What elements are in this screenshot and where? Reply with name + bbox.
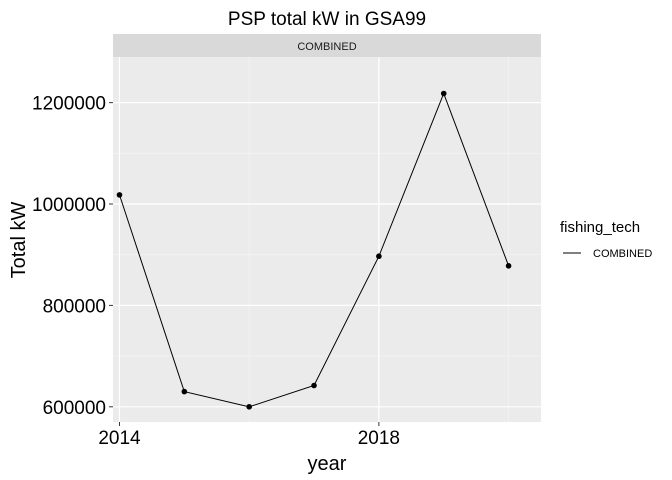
- data-point: [376, 253, 382, 260]
- x-tick-label: 2014: [98, 428, 141, 449]
- y-axis-title: Total kW: [8, 202, 30, 279]
- facet-strip: [113, 34, 541, 57]
- x-axis-title: year: [308, 453, 347, 475]
- data-point: [505, 263, 512, 269]
- data-point: [246, 403, 252, 410]
- series-layer: [116, 90, 512, 410]
- x-tick-label: 2018: [358, 428, 400, 449]
- legend: fishing_tech COMBINED: [560, 219, 652, 264]
- y-tick-label: 800000: [43, 296, 106, 317]
- y-tick-label: 600000: [43, 398, 106, 419]
- data-point: [440, 90, 447, 97]
- legend-label-combined: COMBINED: [593, 248, 652, 260]
- data-point: [311, 382, 317, 389]
- plot-title: PSP total kW in GSA99: [228, 9, 426, 30]
- gridlines: [113, 57, 541, 422]
- y-tick-label: 1000000: [32, 195, 106, 216]
- data-point: [181, 388, 188, 395]
- legend-title: fishing_tech: [560, 219, 640, 236]
- plot-panel: [113, 57, 541, 422]
- data-point: [116, 192, 123, 198]
- y-tick-label: 1200000: [32, 94, 106, 115]
- axes: 600000 800000 1000000 1200000 2014 2018: [32, 94, 400, 449]
- facet-strip-label: COMBINED: [297, 41, 356, 53]
